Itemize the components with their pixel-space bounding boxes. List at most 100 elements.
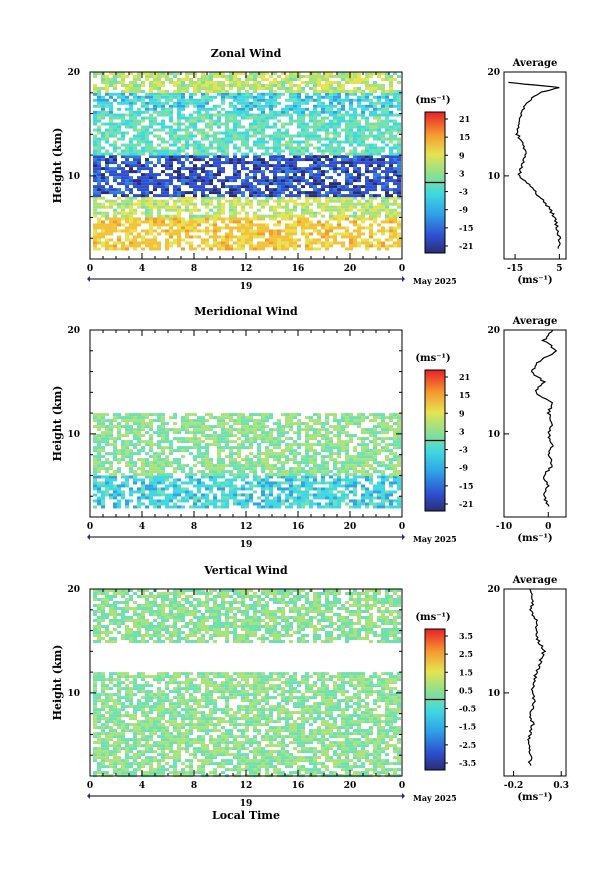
heatmap-cell [341, 440, 345, 444]
heatmap-cell [365, 244, 369, 248]
heatmap-cell [233, 95, 237, 99]
heatmap-cell [317, 113, 321, 117]
heatmap-cell [185, 431, 189, 435]
heatmap-cell [205, 437, 209, 441]
heatmap-cell [213, 434, 217, 438]
heatmap-cell [129, 217, 133, 221]
heatmap-cell [361, 92, 365, 96]
heatmap-cell [233, 484, 237, 488]
heatmap-cell [109, 431, 113, 435]
heatmap-cell [393, 191, 397, 195]
heatmap-cell [97, 170, 101, 174]
heatmap-cell [185, 496, 189, 500]
heatmap-cell [181, 440, 185, 444]
heatmap-cell [237, 191, 241, 195]
heatmap-cell [113, 211, 117, 215]
heatmap-cell [213, 104, 217, 108]
heatmap-cell [129, 116, 133, 120]
heatmap-cell [293, 496, 297, 500]
heatmap-cell [317, 431, 321, 435]
heatmap-cell [109, 95, 113, 99]
heatmap-cell [205, 90, 209, 93]
heatmap-cell [225, 434, 229, 438]
heatmap-cell [365, 167, 369, 171]
heatmap-cell [93, 487, 97, 491]
heatmap-cell [261, 95, 265, 99]
heatmap-cell [301, 134, 305, 138]
heatmap-cell [301, 185, 305, 189]
heatmap-cell [257, 119, 261, 123]
heatmap-cell [325, 191, 329, 195]
heatmap-cell [313, 458, 317, 462]
heatmap-cell [325, 146, 329, 150]
heatmap-cell [337, 191, 341, 195]
heatmap-cell [237, 134, 241, 138]
heatmap-cell [353, 110, 357, 114]
heatmap-cell [317, 481, 321, 485]
heatmap-cell [177, 205, 181, 209]
heatmap-cell [305, 199, 309, 203]
heatmap-cell [289, 107, 293, 111]
heatmap-cell [221, 137, 225, 141]
heatmap-cell [337, 113, 341, 117]
heatmap-cell [245, 173, 249, 177]
heatmap-cell [165, 155, 169, 159]
heatmap-cell [265, 87, 269, 90]
heatmap-cell [369, 161, 373, 165]
heatmap-cell [301, 98, 305, 102]
heatmap-cell [209, 116, 213, 120]
heatmap-cell [101, 475, 105, 479]
heatmap-cell [169, 235, 173, 239]
heatmap-cell [133, 137, 137, 141]
heatmap-cell [241, 235, 245, 239]
heatmap-cell [233, 214, 237, 218]
heatmap-cell [229, 84, 233, 87]
heatmap-cell [141, 419, 145, 423]
heatmap-cell [305, 425, 309, 429]
heatmap-cell [393, 422, 397, 426]
heatmap-cell [305, 205, 309, 209]
heatmap-cell [325, 170, 329, 174]
heatmap-cell [381, 119, 385, 123]
heatmap-cell [233, 185, 237, 189]
heatmap-cell [237, 238, 241, 242]
heatmap-cell [193, 208, 197, 212]
heatmap-cell [325, 241, 329, 245]
heatmap-cell [141, 461, 145, 465]
heatmap-cell [309, 434, 313, 438]
heatmap-cell [237, 146, 241, 150]
heatmap-cell [93, 104, 97, 108]
heatmap-cell [189, 116, 193, 120]
heatmap-cell [325, 158, 329, 162]
heatmap-cell [373, 72, 377, 75]
heatmap-cell [105, 229, 109, 233]
heatmap-cell [113, 128, 117, 132]
heatmap-cell [153, 217, 157, 221]
heatmap-cell [221, 170, 225, 174]
heatmap-cell [321, 449, 325, 453]
heatmap-cell [169, 217, 173, 221]
heatmap-cell [245, 143, 249, 147]
heatmap-cell [381, 113, 385, 117]
heatmap-cell [381, 496, 385, 500]
heatmap-cell [93, 140, 97, 144]
heatmap-cell [373, 208, 377, 212]
heatmap-cell [245, 128, 249, 132]
heatmap-cell [241, 98, 245, 102]
heatmap-cell [141, 199, 145, 203]
heatmap-cell [209, 158, 213, 162]
heatmap-cell [313, 452, 317, 456]
heatmap-cell [165, 131, 169, 135]
heatmap-cell [333, 419, 337, 423]
heatmap-cell [333, 167, 337, 171]
heatmap-cell [129, 125, 133, 129]
heatmap-cell [289, 229, 293, 233]
heatmap-cell [329, 149, 333, 153]
heatmap-cell [245, 475, 249, 479]
heatmap-cell [217, 229, 221, 233]
heatmap-cell [137, 505, 141, 509]
heatmap-cell [173, 502, 177, 506]
heatmap-cell [97, 152, 101, 156]
heatmap-cell [193, 188, 197, 192]
heatmap-cell [169, 505, 173, 509]
